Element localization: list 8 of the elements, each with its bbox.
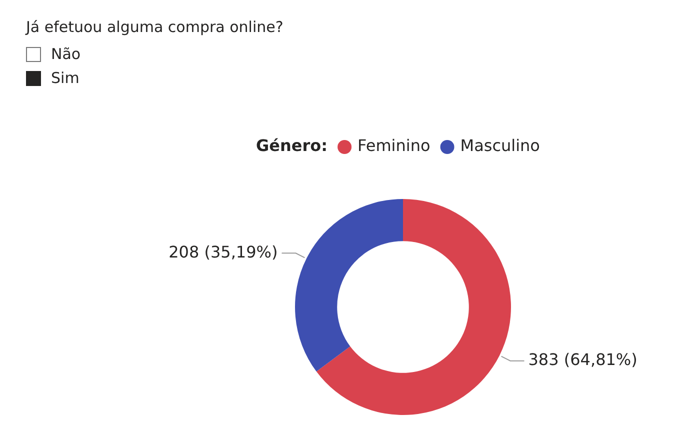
legend-label: Masculino <box>460 136 540 156</box>
text: Não <box>51 45 81 63</box>
data-label: 208 (35,19%) <box>168 242 278 262</box>
text: Sim <box>51 69 80 87</box>
chart-title: Já efetuou alguma compra online? <box>26 18 284 36</box>
legend-title: Género: <box>256 136 328 156</box>
legend-label: Feminino <box>358 136 430 156</box>
data-label: 383 (64,81%) <box>528 350 638 369</box>
